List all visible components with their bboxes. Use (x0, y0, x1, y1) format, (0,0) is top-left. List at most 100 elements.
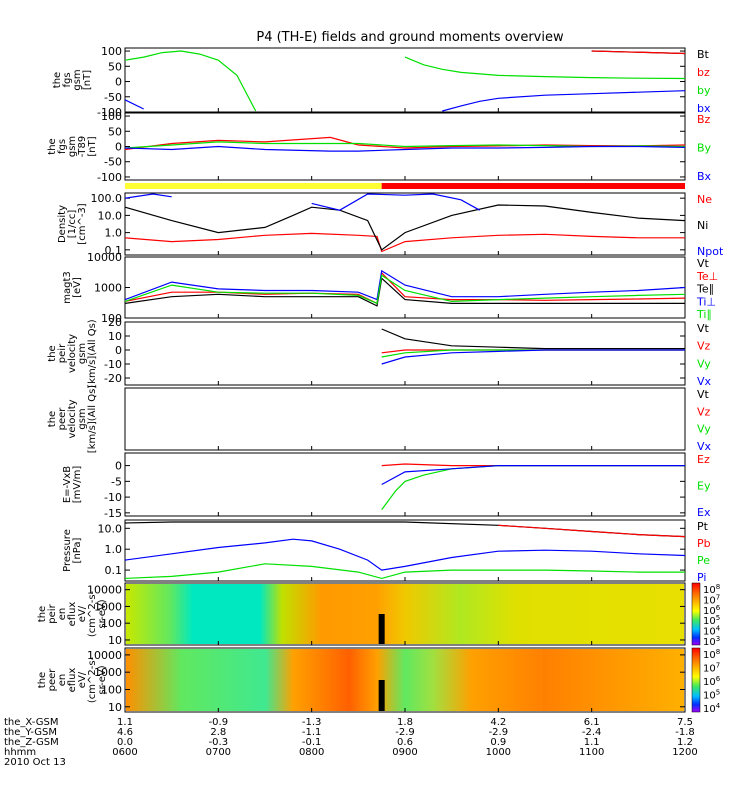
spectrogram (126, 649, 684, 711)
x-row-value: -0.9 (209, 717, 229, 728)
y-tick-label: 100 (101, 312, 122, 325)
legend-Vt: Vt (697, 388, 710, 401)
series-Ex (381, 465, 685, 486)
y-axis-label-line: en (57, 608, 68, 621)
y-tick-label: 0.1 (105, 564, 123, 577)
x-row-value: 6.1 (584, 717, 600, 728)
x-row-value: 0600 (112, 747, 137, 758)
y-axis-label-line: eV/ (77, 605, 88, 622)
y-tick-label: 10000 (87, 251, 122, 264)
y-axis-label-line: [nT] (87, 136, 98, 156)
legend-Vx: Vx (697, 375, 712, 388)
y-axis-label-line: fgs (62, 72, 73, 87)
legend-Ey: Ey (697, 480, 711, 493)
x-row-label: the_Z-GSM (4, 737, 59, 748)
colorbar-tick-exponent: 5 (716, 614, 720, 622)
panel-fgs_t89: 100 50 0 -50 -100 thefgsgsm-T89[nT] Bz By Bx (47, 110, 712, 184)
y-tick-label: -5 (111, 475, 122, 488)
x-row-label: hhmm (4, 747, 36, 758)
series-Pb (498, 524, 686, 538)
series-Ti⊥ (124, 269, 686, 301)
x-row-value: 0700 (206, 747, 231, 758)
y-tick-label: 1000 (94, 666, 122, 679)
series-Npot (124, 193, 480, 211)
y-axis-label-line: [km/s](All Qs) (87, 385, 98, 453)
y-axis-label-line: the (47, 138, 58, 154)
y-tick-label: 10.0 (98, 209, 123, 222)
legend-Ez: Ez (697, 453, 710, 466)
y-axis-label: magt3[eV] (62, 271, 83, 304)
y-axis-label-line: sr-eV) (97, 665, 108, 694)
y-tick-label: 10 (108, 701, 122, 714)
colorbar-tick-exponent: 6 (716, 675, 721, 683)
colorbar-tick-exponent: 6 (716, 604, 721, 612)
legend-by: by (697, 84, 711, 97)
date-label: 2010 Oct 13 (4, 757, 66, 768)
y-tick-label: 1000 (94, 282, 122, 295)
series-Pt (124, 521, 686, 538)
y-tick-label: 10000 (87, 584, 122, 597)
colorbar-tick-label: 105 (703, 689, 720, 702)
x-axis-labels: the_X-GSM 1.1 -0.9 -1.3 1.8 4.2 6.1 7.5 the_Y-GS… (4, 717, 698, 768)
colorbar-tick-label: 103 (703, 635, 720, 648)
mode-segment (125, 183, 382, 189)
legend-Vt: Vt (697, 257, 710, 270)
x-row-value: -1.3 (302, 717, 322, 728)
y-axis-label-line: Pressure (62, 529, 73, 572)
colorbar-tick-exponent: 5 (716, 689, 720, 697)
y-tick-label: -15 (104, 507, 122, 520)
x-row-value: 4.6 (117, 727, 133, 738)
y-axis-label-line: (cm^2-s- (87, 590, 98, 637)
x-row-value: 4.2 (490, 717, 506, 728)
y-tick-label: 0 (115, 76, 122, 89)
series-bx (124, 90, 686, 112)
x-row-value: 0.9 (490, 737, 506, 748)
y-tick-label: 50 (108, 60, 122, 73)
x-row-value: 0900 (392, 747, 417, 758)
panel-pressure: 10.0 1.0 0.1 Pressure[nPa] Pt Pb Pe Pi (62, 519, 711, 584)
y-axis-label-line: gsm (77, 408, 88, 429)
x-row-value: -1.8 (675, 727, 695, 738)
spectrogram (126, 584, 684, 644)
y-axis-label: Pressure[nPa] (62, 529, 83, 572)
series-Bx (124, 145, 686, 152)
x-row-label: the_Y-GSM (4, 727, 57, 738)
x-row-value: -2.9 (489, 727, 509, 738)
y-tick-label: 10 (108, 634, 122, 647)
y-axis-label: thefgsgsm-T89[nT] (47, 136, 98, 158)
legend-Vy: Vy (697, 423, 711, 436)
y-axis-label-line: peer (47, 668, 58, 692)
x-row-value: -0.3 (209, 737, 229, 748)
y-axis-label-line: (cm^2-s- (87, 656, 98, 703)
panel-frame (124, 452, 686, 517)
y-tick-label: 1.0 (105, 227, 123, 240)
y-tick-label: -10 (104, 491, 122, 504)
y-axis-label-line: [nPa] (72, 537, 83, 563)
legend-bz: bz (697, 66, 710, 79)
colorbar-tick-exponent: 4 (716, 625, 721, 633)
y-axis-label-line: eflux (67, 602, 78, 627)
y-axis-label-line: eflux (67, 668, 78, 693)
y-axis-label-line: E=-VxB (62, 466, 73, 503)
legend-Bt: Bt (697, 48, 710, 61)
x-row-value: -2.9 (395, 727, 415, 738)
x-row-value: 1.1 (584, 737, 600, 748)
y-axis-label-line: [km/s](All Qs) (87, 319, 98, 387)
y-axis-label-line: [eV] (72, 277, 83, 298)
y-axis-label-line: the (52, 72, 63, 88)
y-tick-label: 100 (101, 110, 122, 123)
y-axis-label-line: peir (47, 603, 58, 623)
y-axis-label: thefgsgsm[nT] (52, 69, 93, 90)
legend-Ex: Ex (697, 506, 711, 519)
panel-frame (124, 192, 686, 256)
legend-Ne: Ne (697, 193, 712, 206)
y-tick-label: 20 (108, 316, 122, 329)
y-tick-label: 50 (108, 125, 122, 138)
y-axis-label: thepeirenefluxeV/(cm^2-s-sr-eV) (37, 590, 108, 637)
legend-Ti⊥: Ti⊥ (696, 295, 716, 308)
x-row-value: -2.4 (582, 727, 602, 738)
series-Bz (124, 136, 686, 151)
legend-Ti∥: Ti∥ (696, 308, 712, 321)
colorbar-tick-exponent: 7 (716, 662, 720, 670)
